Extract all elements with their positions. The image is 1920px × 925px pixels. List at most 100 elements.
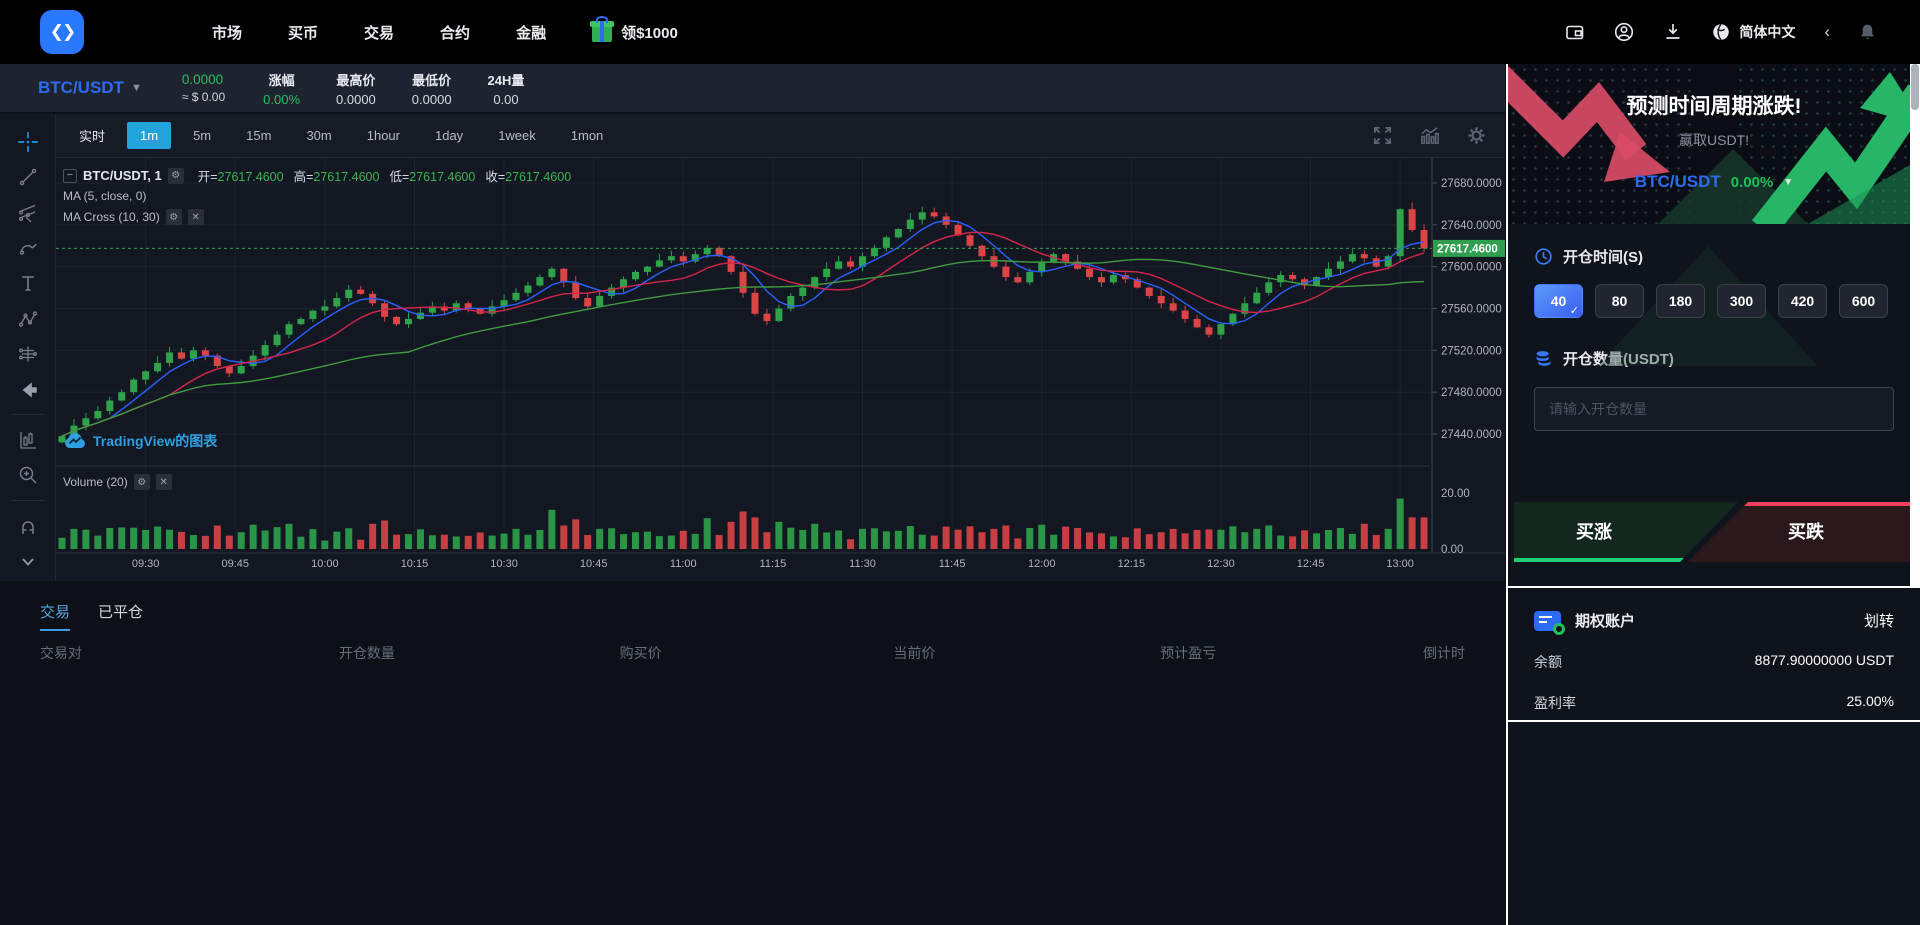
legend-symbol: BTC/USDT, 1: [83, 168, 162, 183]
menu-item-金融[interactable]: 金融: [516, 24, 547, 42]
back-arrow-icon[interactable]: [11, 374, 45, 405]
time-option-180[interactable]: 180: [1656, 284, 1705, 318]
language-selector[interactable]: 简体中文: [1711, 22, 1795, 42]
trade-sidebar: 预测时间周期涨跌! 赢取USDT! BTC/USDT 0.00% ▼ 开仓时间(…: [1506, 64, 1920, 925]
svg-text:09:30: 09:30: [132, 558, 160, 570]
volume-gear-icon[interactable]: ⚙: [133, 474, 150, 490]
svg-text:20.00: 20.00: [1441, 488, 1470, 500]
download-icon[interactable]: [1662, 21, 1684, 43]
open-time-label-row: 开仓时间(S): [1534, 246, 1894, 267]
last-price: 0.0000: [181, 72, 224, 87]
legend-collapse-icon[interactable]: −: [63, 168, 77, 183]
interval-1hour[interactable]: 1hour: [366, 128, 400, 143]
svg-text:12:15: 12:15: [1118, 558, 1146, 570]
chart-main: 实时 1m 5m 15m 30m 1hour 1day 1week 1mon: [0, 114, 1505, 581]
interval-15m[interactable]: 15m: [246, 128, 272, 143]
price-block: 0.0000 ≈ $ 0.00: [182, 72, 225, 104]
fullscreen-icon[interactable]: [1372, 125, 1393, 146]
time-option-600[interactable]: 600: [1839, 284, 1888, 318]
bell-icon[interactable]: [1857, 22, 1878, 43]
banner-title: 预测时间周期涨跌!: [1626, 95, 1802, 118]
ma-remove-icon[interactable]: ✕: [187, 209, 204, 225]
menu-item-交易[interactable]: 交易: [364, 24, 395, 42]
pattern-icon[interactable]: [11, 303, 45, 334]
scrollbar[interactable]: [1910, 64, 1920, 586]
indicators-icon[interactable]: [1419, 125, 1440, 146]
zoom-in-icon[interactable]: [11, 460, 45, 491]
toolbar-divider: [10, 414, 45, 416]
text-tool-icon[interactable]: [11, 268, 45, 299]
time-option-300[interactable]: 300: [1717, 284, 1766, 318]
legend-gear-icon[interactable]: ⚙: [167, 167, 184, 184]
wallet-icon[interactable]: [1564, 21, 1586, 43]
interval-5m[interactable]: 5m: [193, 128, 212, 143]
svg-text:27560.0000: 27560.0000: [1441, 304, 1502, 316]
position-tool-icon[interactable]: [11, 339, 45, 370]
collapse-chevron-icon[interactable]: [11, 545, 45, 576]
price-chart[interactable]: 27680.0000 27640.0000 27600.0000 27560.0000…: [56, 158, 1505, 581]
stat-label: 最低价: [412, 72, 452, 88]
scrollbar-thumb[interactable]: [1911, 64, 1919, 110]
interval-1mon[interactable]: 1mon: [570, 128, 604, 143]
time-option-420[interactable]: 420: [1778, 284, 1827, 318]
interval-1day[interactable]: 1day: [434, 128, 464, 143]
svg-text:13:00: 13:00: [1386, 558, 1414, 570]
orders-table-header: 交易对 开仓数量 购买价 当前价 预计盈亏 倒计时: [0, 643, 1505, 663]
crosshair-icon[interactable]: [11, 126, 45, 157]
stat-最高价: 最高价 0.0000: [336, 70, 376, 107]
ohlc-values: 开=27617.4600 高=27617.4600 低=27617.4600 收=27…: [198, 166, 571, 185]
interval-1m[interactable]: 1m: [127, 122, 172, 149]
app-logo[interactable]: ❮❯: [40, 10, 84, 54]
menu-item-市场[interactable]: 市场: [212, 24, 243, 42]
interval-buttons: 1m 5m 15m 30m 1hour 1day 1week 1mon: [118, 122, 616, 149]
prediction-banner: 预测时间周期涨跌! 赢取USDT! BTC/USDT 0.00% ▼: [1508, 64, 1920, 224]
time-option-80[interactable]: 80: [1595, 284, 1644, 318]
col-header-开仓数量: 开仓数量: [338, 645, 395, 661]
ma-gear-icon[interactable]: ⚙: [165, 209, 182, 225]
trendline-icon[interactable]: [11, 161, 45, 192]
tab-已平仓[interactable]: 已平仓: [98, 604, 144, 621]
trade-form: 开仓时间(S) 40 ✓ 80 180 300 420 600 开仓数量(USDT): [1508, 246, 1920, 431]
brush-icon[interactable]: [11, 232, 45, 263]
interval-1week[interactable]: 1week: [498, 128, 536, 143]
main-menu: 市场 买币 交易 合约 金融: [212, 22, 546, 43]
time-option-label: 300: [1729, 293, 1754, 309]
menu-item-买币[interactable]: 买币: [288, 24, 319, 42]
chart-area[interactable]: 27680.0000 27640.0000 27600.0000 27560.0000…: [56, 158, 1505, 581]
profile-icon[interactable]: [1613, 21, 1635, 43]
amount-label-row: 开仓数量(USDT): [1534, 348, 1894, 369]
tab-交易[interactable]: 交易: [40, 601, 71, 631]
promo-button[interactable]: 领$1000: [590, 16, 678, 43]
settings-gear-icon[interactable]: [1466, 125, 1487, 146]
ma-cross-label: MA Cross (10, 30): [63, 210, 160, 224]
gift-icon: [590, 16, 615, 42]
chart-panel: BTC/USDT ▼ 0.0000 ≈ $ 0.00 涨幅 0.00% 最高价 0.0…: [0, 64, 1505, 581]
svg-text:27680.0000: 27680.0000: [1441, 178, 1502, 190]
transfer-link[interactable]: 划转: [1863, 613, 1894, 630]
menu-item-合约[interactable]: 合约: [440, 24, 471, 42]
col-header-当前价: 当前价: [893, 645, 936, 661]
coins-icon: [1536, 351, 1551, 366]
tradingview-attribution[interactable]: TradingView的图表: [64, 430, 217, 452]
banner-pair-selector[interactable]: BTC/USDT 0.00% ▼: [1508, 172, 1920, 192]
interval-realtime[interactable]: 实时: [79, 129, 106, 144]
magnet-icon[interactable]: [11, 510, 45, 541]
svg-text:11:45: 11:45: [939, 558, 966, 570]
fib-tools-icon[interactable]: [11, 197, 45, 228]
drawing-toolbar: [0, 114, 56, 581]
forecast-bars-icon[interactable]: [11, 424, 45, 455]
pair-selector[interactable]: BTC/USDT ▼: [38, 78, 142, 98]
chevron-icon[interactable]: ‹: [1824, 22, 1830, 41]
ohlc-key: 收=: [485, 170, 506, 184]
toolbar-divider: [10, 500, 45, 502]
svg-text:27480.0000: 27480.0000: [1441, 387, 1502, 399]
check-icon: ✓: [1569, 305, 1579, 317]
symbol-bar: BTC/USDT ▼ 0.0000 ≈ $ 0.00 涨幅 0.00% 最高价 0.0…: [0, 64, 1505, 114]
chart-legend-main: − BTC/USDT, 1 ⚙ 开=27617.4600 高=27617.4600…: [63, 166, 571, 185]
amount-input[interactable]: [1534, 387, 1894, 431]
balance-value: 8877.90000000 USDT: [1754, 652, 1894, 668]
globe-icon: [1713, 23, 1730, 41]
interval-30m[interactable]: 30m: [306, 128, 332, 143]
time-option-40[interactable]: 40 ✓: [1534, 284, 1583, 318]
volume-remove-icon[interactable]: ✕: [155, 474, 172, 490]
